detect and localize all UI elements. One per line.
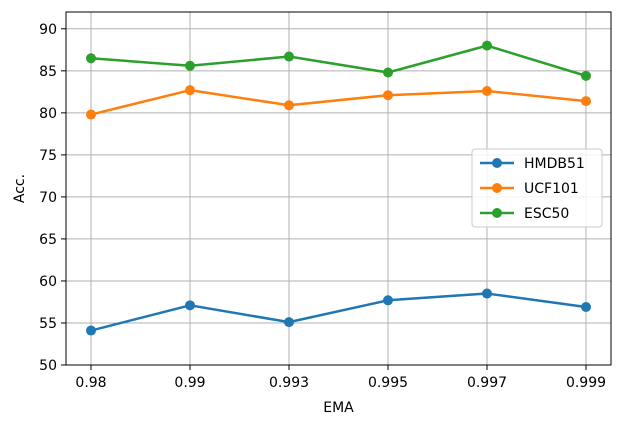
x-tick-label: 0.993 bbox=[269, 375, 309, 391]
data-point-hmdb51 bbox=[383, 295, 393, 306]
data-point-hmdb51 bbox=[185, 300, 195, 311]
y-tick-label: 65 bbox=[39, 232, 57, 248]
data-point-hmdb51 bbox=[581, 302, 591, 313]
y-tick-labels: 50 55 60 65 70 75 80 85 90 bbox=[39, 22, 57, 374]
y-tick-label: 60 bbox=[39, 274, 57, 290]
legend-marker-icon bbox=[492, 158, 502, 168]
x-tick-label: 0.995 bbox=[368, 375, 408, 391]
legend-marker-icon bbox=[492, 183, 502, 193]
data-point-ucf101 bbox=[482, 86, 492, 97]
data-point-hmdb51 bbox=[284, 317, 294, 328]
legend-item-hmdb51: HMDB51 bbox=[480, 156, 585, 172]
x-tick-label: 0.999 bbox=[566, 375, 606, 391]
data-point-esc50 bbox=[185, 60, 195, 71]
x-tick-label: 0.997 bbox=[467, 375, 507, 391]
series-line-ucf101 bbox=[90, 88, 587, 116]
data-point-esc50 bbox=[581, 70, 591, 81]
x-tick-label: 0.99 bbox=[174, 375, 205, 391]
legend-item-esc50: ESC50 bbox=[480, 206, 569, 222]
data-point-hmdb51 bbox=[482, 288, 492, 299]
legend: HMDB51 UCF101 ESC50 bbox=[471, 148, 603, 228]
series-ucf101 bbox=[86, 85, 591, 120]
y-tick-label: 70 bbox=[39, 190, 57, 206]
y-tick-label: 50 bbox=[39, 358, 57, 374]
data-point-ucf101 bbox=[383, 90, 393, 101]
series-hmdb51 bbox=[86, 288, 591, 336]
legend-marker-icon bbox=[492, 208, 502, 218]
series-esc50 bbox=[86, 40, 591, 81]
data-point-ucf101 bbox=[185, 85, 195, 96]
y-tick-label: 90 bbox=[39, 22, 57, 38]
data-point-hmdb51 bbox=[86, 325, 96, 336]
data-point-esc50 bbox=[86, 53, 96, 64]
legend-label: ESC50 bbox=[524, 206, 569, 222]
x-tick-labels: 0.98 0.99 0.993 0.995 0.997 0.999 bbox=[75, 375, 606, 391]
legend-label: UCF101 bbox=[524, 181, 579, 197]
y-tick-label: 80 bbox=[39, 106, 57, 122]
data-point-esc50 bbox=[284, 51, 294, 62]
data-point-esc50 bbox=[383, 67, 393, 78]
data-point-ucf101 bbox=[581, 96, 591, 107]
legend-item-ucf101: UCF101 bbox=[480, 181, 579, 197]
plot-frame bbox=[65, 11, 612, 366]
y-tick-label: 75 bbox=[39, 148, 57, 164]
y-tick-label: 55 bbox=[39, 316, 57, 332]
y-axis-label: Acc. bbox=[12, 174, 28, 203]
series-line-esc50 bbox=[90, 44, 587, 78]
y-tick-label: 85 bbox=[39, 64, 57, 80]
x-tick-label: 0.98 bbox=[75, 375, 106, 391]
legend-label: HMDB51 bbox=[524, 156, 585, 172]
data-point-ucf101 bbox=[284, 100, 294, 111]
ticks bbox=[61, 28, 587, 370]
series-layer bbox=[86, 40, 591, 336]
data-point-esc50 bbox=[482, 40, 492, 51]
series-line-hmdb51 bbox=[90, 292, 587, 332]
legend-box bbox=[471, 148, 603, 228]
data-point-ucf101 bbox=[86, 109, 96, 120]
x-axis-label: EMA bbox=[323, 400, 354, 416]
